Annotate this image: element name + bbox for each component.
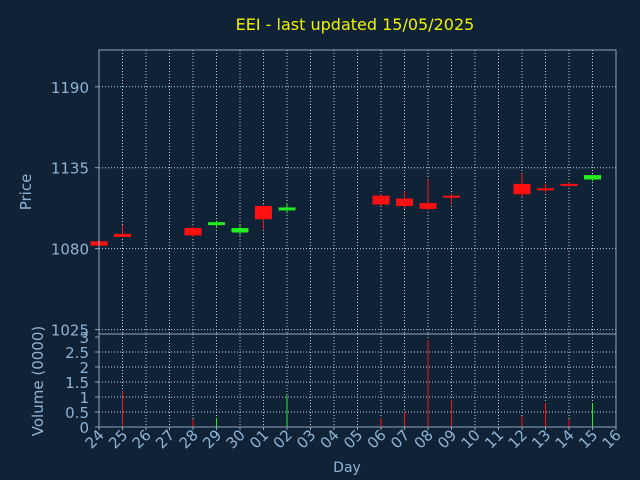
day-tick-label: 27 [152,426,178,452]
day-tick-label: 07 [387,426,413,452]
volume-bar [545,403,546,427]
day-tick-label: 29 [199,426,225,452]
candle-body [513,183,531,195]
volume-bar [192,419,194,427]
volume-bar [216,418,217,427]
day-tick-label: 12 [505,426,531,452]
day-tick-label: 04 [317,426,343,452]
candle-body [419,203,437,209]
candle-body [443,195,460,198]
volume-axis-label: Volume (0000) [29,326,47,436]
day-tick-label: 10 [458,426,484,452]
day-tick-label: 14 [552,426,578,452]
volume-tick-label: 1 [79,389,89,407]
candlestick-series [90,173,601,248]
candle-body [114,233,131,237]
day-axis-ticks: 2425262728293001020304050607080910111213… [82,426,625,452]
volume-tick-label: 0 [79,419,89,437]
volume-bar [122,391,123,427]
volume-bar [451,400,452,427]
day-tick-label: 25 [105,426,131,452]
candle-body [560,183,578,186]
day-tick-label: 16 [599,426,625,452]
price-axis-ticks: 1025 1080 1135 1190 [51,79,99,340]
day-tick-label: 05 [340,426,366,452]
day-tick-label: 13 [528,426,554,452]
price-axis-label: Price [17,174,35,211]
volume-tick-label: 3 [79,329,89,347]
chart-title: EEI - last updated 15/05/2025 [236,15,475,34]
day-tick-label: 15 [575,426,601,452]
volume-grid [99,334,616,427]
day-tick-label: 08 [411,426,437,452]
price-tick-label: 1080 [51,241,89,259]
candle-body [184,228,202,236]
day-tick-label: 28 [176,426,202,452]
candle-body [372,195,390,205]
candle-body [208,222,225,226]
day-axis-label: Day [333,460,361,476]
volume-tick-label: 1.5 [65,374,89,392]
candle-body [231,228,249,233]
price-tick-label: 1190 [51,79,89,97]
candle-body [396,198,413,206]
volume-plot-frame [98,333,617,428]
price-grid [99,50,616,334]
day-tick-label: 06 [364,426,390,452]
day-tick-label: 09 [434,426,460,452]
candle-body [584,175,601,180]
day-tick-label: 01 [246,426,272,452]
day-tick-label: 03 [293,426,319,452]
volume-bar [286,395,288,427]
day-tick-label: 30 [223,426,249,452]
volume-bar [521,416,523,427]
volume-bar [592,403,593,427]
price-tick-label: 1135 [51,160,89,178]
volume-bar [427,340,429,427]
day-tick-label: 26 [129,426,155,452]
volume-series [122,340,593,427]
volume-tick-label: 2.5 [65,344,89,362]
candle-body [278,207,296,211]
price-tick-label: 1025 [51,322,89,340]
volume-bar [380,418,382,427]
volume-tick-label: 0.5 [65,404,89,422]
volume-tick-label: 2 [79,359,89,377]
day-tick-label: 11 [481,426,507,452]
candle-body [255,205,272,220]
day-tick-label: 02 [270,426,296,452]
volume-bar [568,419,570,427]
volume-bar [404,412,405,427]
candle-body [537,188,554,191]
volume-axis-ticks: 00.511.522.53 [65,329,99,437]
